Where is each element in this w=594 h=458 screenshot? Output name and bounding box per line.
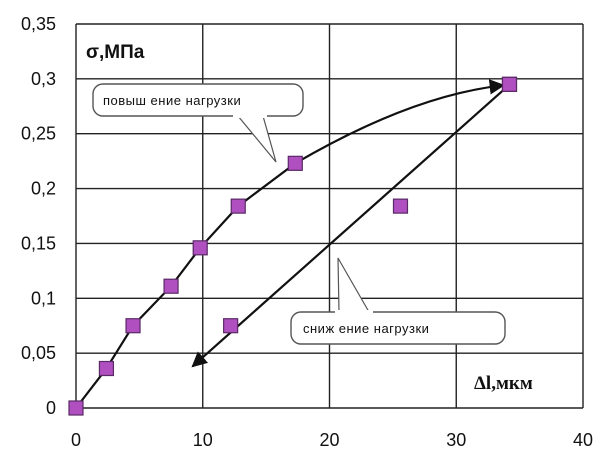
data-point	[223, 318, 239, 334]
y-tick-label: 0	[46, 398, 56, 418]
y-tick-label: 0,35	[21, 14, 56, 34]
x-tick-label: 20	[319, 430, 339, 450]
y-tick-label: 0,1	[31, 288, 56, 308]
data-point	[163, 278, 179, 294]
y-tick-label: 0,3	[31, 69, 56, 89]
y-tick-label: 0,15	[21, 233, 56, 253]
data-point	[125, 318, 141, 334]
tick-labels: 0 0,05 0,1 0,15 0,2 0,25 0,3 0,35 0 10 20 30 40	[21, 14, 593, 450]
y-tick-label: 0,2	[31, 179, 56, 199]
x-axis-label-bg	[466, 366, 574, 396]
callout-text-unloading: сниж ение нагрузки	[303, 321, 429, 336]
x-axis-label: Δl,мкм	[474, 373, 533, 394]
data-point	[192, 240, 208, 256]
unloading-curve	[191, 86, 508, 368]
callout-text-loading: повыш ение нагрузки	[103, 93, 241, 108]
y-axis-label: σ,МПа	[86, 42, 145, 63]
data-point	[98, 360, 115, 377]
data-point	[501, 76, 518, 92]
data-point	[68, 400, 84, 416]
data-point	[230, 198, 246, 214]
callout-joint-unloading	[335, 310, 373, 314]
y-tick-label: 0,25	[21, 124, 56, 144]
data-point	[392, 198, 409, 214]
callout-box-loading	[92, 83, 304, 117]
callouts: повыш ение нагрузки сниж ение нагрузки	[92, 83, 506, 345]
callout-pointer-loading	[236, 115, 277, 163]
callout-joint-loading	[233, 114, 267, 118]
callout-pointer-unloading	[337, 257, 371, 313]
data-points	[68, 76, 518, 416]
y-tick-label: 0,05	[21, 343, 56, 363]
x-tick-label: 0	[71, 430, 81, 450]
x-tick-label: 40	[573, 430, 593, 450]
x-tick-label: 10	[193, 430, 213, 450]
data-point	[287, 155, 303, 171]
x-tick-label: 30	[446, 430, 466, 450]
callout-box-unloading	[290, 311, 506, 345]
y-axis-label-bg	[78, 34, 198, 68]
